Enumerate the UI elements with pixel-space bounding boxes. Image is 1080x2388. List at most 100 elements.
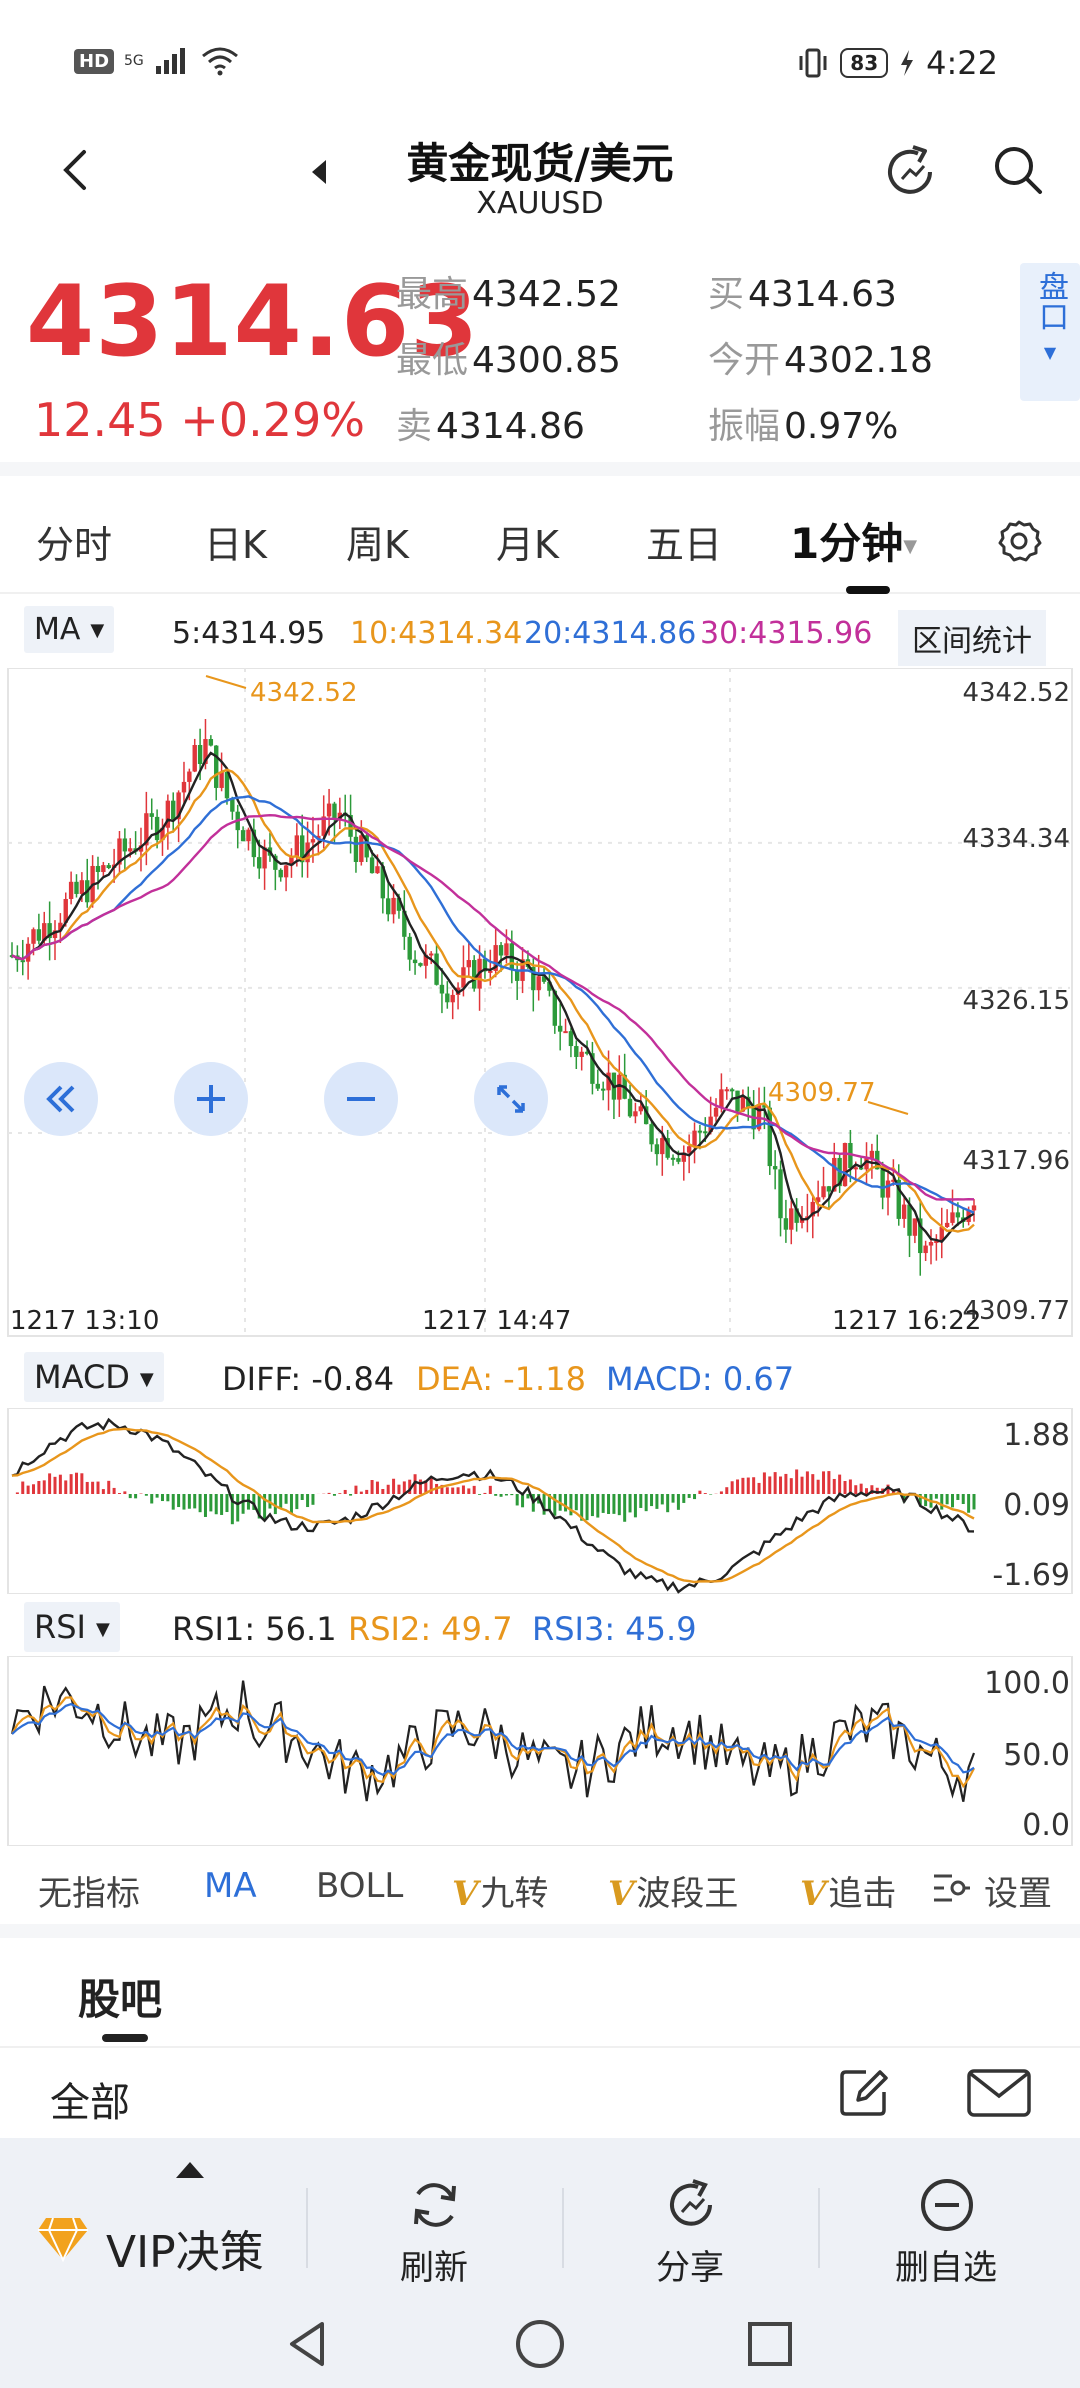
ma-selector[interactable]: MA ▼ [24,606,115,653]
candle-body [52,930,58,939]
candle-body [579,1051,584,1057]
indicator-boduan[interactable]: V波段王 [608,1866,738,1915]
tab-fenshi[interactable]: 分时 [36,523,113,567]
tab-daily-k[interactable]: 日K [204,523,267,567]
candle-body [934,1240,939,1243]
search-icon[interactable] [990,142,1046,198]
tab-weekly-k[interactable]: 周K [346,523,409,567]
charging-icon [901,50,914,76]
tab-five-day[interactable]: 五日 [646,523,723,567]
candle-body [724,1089,729,1092]
candle-body [676,1158,681,1162]
candle-body [848,1142,853,1169]
candle-body [423,954,429,966]
amplitude-value: 0.97% [784,406,899,447]
quote-sell: 卖 4314.86 [396,397,585,449]
price-axis-label: 4342.52 [962,678,1070,708]
candle-body [918,1218,923,1254]
mail-icon[interactable] [966,2068,1032,2118]
price-change: 12.45 +0.29% [34,393,365,447]
candle-body [815,1197,821,1202]
candle-body [138,845,144,852]
rsi1-line [10,1680,976,1802]
refresh-icon [414,2183,456,2227]
signal-icon [155,48,185,74]
back-icon[interactable] [50,140,100,200]
filter-all[interactable]: 全部 [50,2080,130,2126]
rsi3-value: RSI3: 45.9 [532,1610,697,1648]
candle-body [864,1158,869,1170]
period-tabs: 分时 日K 周K 月K 五日 1分钟▼ [0,476,1080,594]
candle-body [36,929,42,941]
candle-body [154,816,160,841]
range-stats-button[interactable]: 区间统计 [898,610,1046,666]
candle-body [187,771,192,782]
candle-body [939,1227,944,1241]
guba-tab[interactable]: 股吧 [78,1975,163,2024]
diamond-icon [38,2217,88,2263]
ma20-value: 20:4314.86 [524,616,697,651]
chevron-down-icon: ▼ [95,1618,110,1640]
rsi-chart[interactable]: 100.0 50.0 0.0 [0,1656,1080,1846]
candle-body [58,922,63,931]
nav-recents-icon[interactable] [742,2316,798,2372]
price-axis-label: 4317.96 [962,1146,1070,1176]
candle-body [563,1031,568,1034]
vip-v-icon: V [800,1874,827,1914]
indicator-none[interactable]: 无指标 [38,1874,140,1914]
candle-body [971,1205,977,1211]
nav-back-icon[interactable] [280,2316,336,2372]
candle-body [654,1144,660,1155]
candle-body [326,803,332,817]
prev-symbol-icon[interactable] [304,152,334,192]
indicator-ma[interactable]: MA [204,1866,257,1906]
gear-icon[interactable] [994,516,1044,566]
candle-body [95,865,101,872]
amplitude-label: 振幅 [708,406,781,447]
pankou-button[interactable]: 盘口 ▼ [1020,263,1080,401]
candle-body [531,966,536,991]
candle-body [557,1025,563,1032]
candle-body [778,1169,783,1219]
macd-selector[interactable]: MACD ▼ [24,1352,164,1402]
scroll-left-button[interactable] [24,1062,98,1136]
candle-body [665,1138,670,1158]
refresh-icon[interactable] [880,142,940,202]
vip-decision-button[interactable]: VIP决策 [36,2158,306,2278]
macd-selector-label: MACD [34,1358,130,1396]
high-value: 4342.52 [472,274,621,315]
indicator-jiuzhuan[interactable]: V九转 [452,1866,548,1915]
indicator-zhuiji[interactable]: V追击 [800,1866,896,1915]
fullscreen-button[interactable] [474,1062,548,1136]
remove-watchlist-button[interactable]: 删自选 [846,2158,1046,2288]
candle-body [552,990,558,1026]
kline-chart[interactable]: 4342.52 4334.34 4326.15 4317.96 4309.77 … [0,668,1080,1348]
candle-body [896,1179,901,1219]
chart-frame [7,1408,1073,1594]
remove-watchlist-label: 删自选 [895,2248,997,2288]
indicator-jiuzhuan-label: 九转 [480,1874,549,1914]
page-title: 黄金现货/美元 [406,139,674,188]
candle-body [369,857,375,874]
candle-body [445,993,450,1003]
refresh-button[interactable]: 刷新 [334,2158,534,2288]
indicator-settings-button[interactable]: 设置 [924,1860,1080,1916]
edit-icon[interactable] [836,2064,892,2120]
indicator-boll[interactable]: BOLL [316,1866,404,1906]
candle-body [713,1107,719,1117]
candle-body [300,835,305,863]
share-button[interactable]: 分享 [590,2158,790,2288]
candle-body [25,943,31,962]
macd-chart[interactable]: 1.88 0.09 -1.69 [0,1408,1080,1594]
tab-monthly-k[interactable]: 月K [496,523,559,567]
candle-body [283,865,289,878]
candle-body [439,984,445,994]
share-label: 分享 [656,2248,724,2288]
rsi-selector[interactable]: RSI ▼ [24,1602,120,1652]
zoom-in-button[interactable] [174,1062,248,1136]
chevron-down-icon: ▼ [90,620,105,641]
tab-1-minute[interactable]: 1分钟▼ [790,510,917,571]
candle-body [391,897,396,915]
zoom-out-button[interactable] [324,1062,398,1136]
nav-home-icon[interactable] [512,2316,568,2372]
